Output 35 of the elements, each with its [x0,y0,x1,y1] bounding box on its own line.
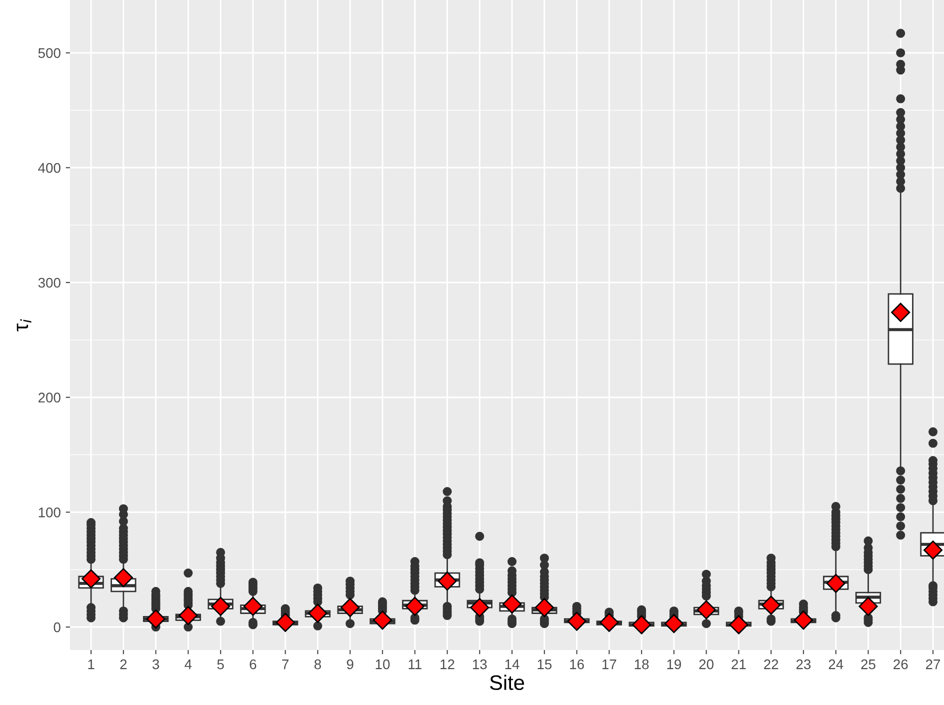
x-tick-label: 27 [926,659,940,670]
y-tick-label: 500 [38,48,60,58]
x-tick-label: 20 [699,659,714,670]
x-tick-label: 7 [282,660,289,670]
x-tick-label: 6 [250,659,256,670]
x-tick-label: 14 [505,660,520,670]
x-tick-label: 22 [764,659,778,670]
x-tick-label: 25 [861,659,876,670]
x-tick-label: 11 [408,660,422,670]
x-tick-label: 17 [602,660,616,670]
x-tick-label: 18 [634,659,649,670]
x-tick-label: 23 [796,659,811,670]
x-tick-label: 13 [472,659,487,670]
x-tick-label: 4 [184,660,192,670]
x-tick-label: 16 [570,659,584,670]
y-tick-label: 100 [38,508,60,518]
y-tick-label: 0 [54,622,60,632]
y-axis-title: τ$_{i}$ [16,319,32,332]
y-tick-label: 300 [38,278,60,288]
x-tick-label: 3 [152,659,160,670]
x-tick-label: 5 [217,660,224,670]
y-tick-label: 200 [38,392,60,403]
x-tick-label: 8 [314,659,321,670]
x-tick-label: 26 [894,659,908,670]
x-axis-title: Site [490,674,524,690]
x-tick-label: 12 [440,659,454,670]
x-tick-label: 21 [732,659,746,670]
x-tick-label: 2 [120,659,127,670]
x-tick-label: 19 [667,659,681,670]
x-tick-label: 1 [88,660,94,670]
x-tick-label: 10 [376,659,390,670]
y-tick-label: 400 [38,163,60,173]
x-tick-label: 9 [346,659,354,670]
x-tick-label: 15 [538,660,552,670]
x-tick-label: 24 [828,659,844,670]
